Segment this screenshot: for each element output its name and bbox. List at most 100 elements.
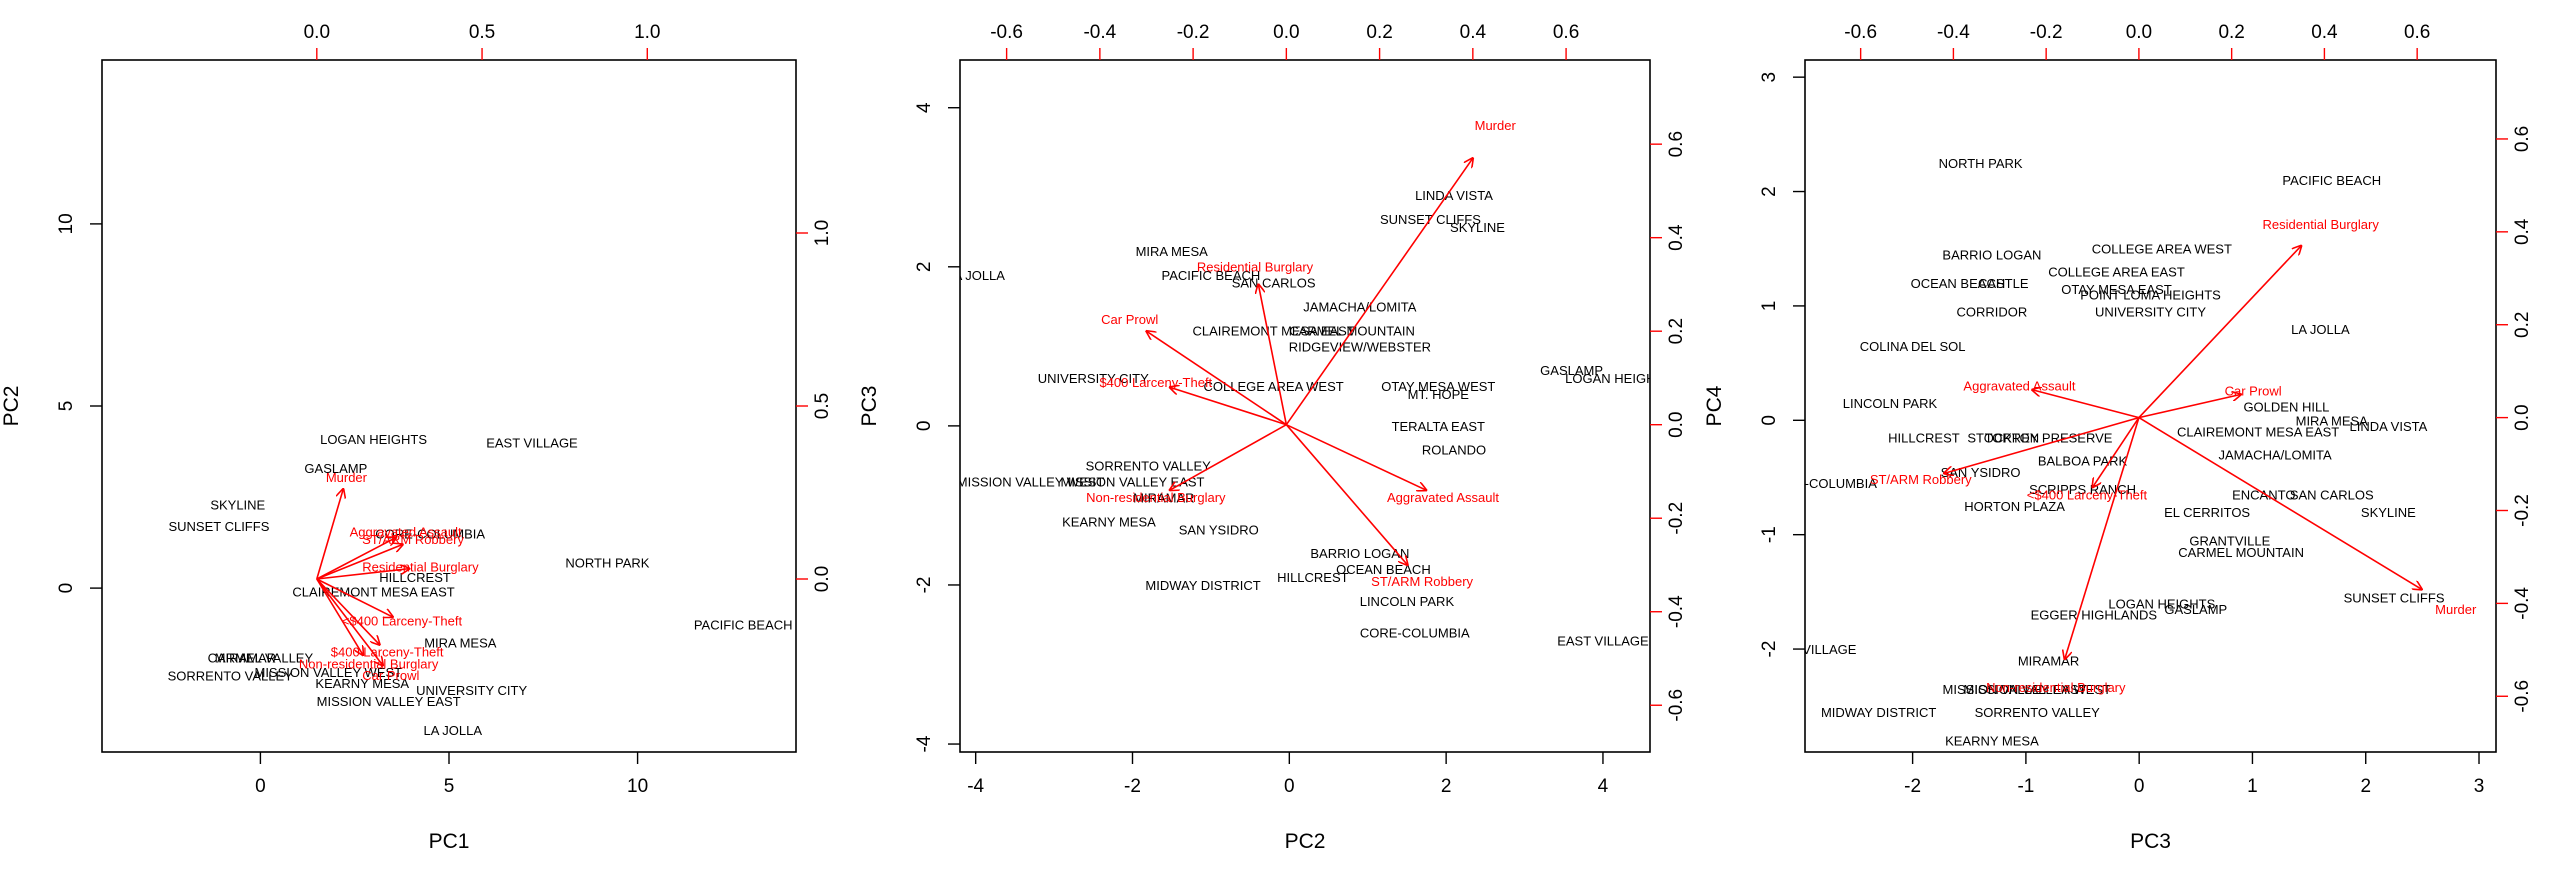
x-tick-label: 5 bbox=[444, 776, 455, 797]
point-label: JAMACHA/LOMITA bbox=[2219, 448, 2332, 463]
point-label: CORE-COLUMBIA bbox=[1360, 626, 1470, 641]
point-label: PACIFIC BEACH bbox=[1162, 268, 1261, 283]
loading-label: Car Prowl bbox=[1101, 312, 1158, 327]
point-label: LINCOLN PARK bbox=[1843, 396, 1938, 411]
loading-arrow bbox=[2032, 390, 2140, 419]
point-label: EAST VILLAGE bbox=[486, 435, 578, 450]
top-x-tick-label: 0.4 bbox=[1460, 22, 1487, 43]
top-x-tick-label: 0.0 bbox=[304, 22, 330, 43]
right-y-tick-label: 0.6 bbox=[1666, 131, 1687, 157]
point-label: RIDGEVIEW/WEBSTER bbox=[1289, 339, 1431, 354]
point-label: NORTH PARK bbox=[1939, 156, 2023, 171]
loading-arrow bbox=[316, 489, 343, 580]
point-label: MIRA MESA bbox=[2296, 413, 2369, 428]
loading-label: Murder bbox=[326, 470, 368, 485]
x-tick-label: 10 bbox=[627, 776, 648, 797]
loading-label: Murder bbox=[2435, 602, 2477, 617]
loading-arrow bbox=[1285, 158, 1472, 426]
top-x-tick-label: -0.2 bbox=[2030, 22, 2063, 43]
point-label: CORE-COLUMBIA bbox=[375, 526, 485, 541]
point-label: UNIVERSITY CITY bbox=[2095, 305, 2206, 320]
point-label: PACIFIC BEACH bbox=[694, 618, 793, 633]
point-label: MIDWAY DISTRICT bbox=[1821, 705, 1936, 720]
point-label: GASLAMP bbox=[2164, 602, 2227, 617]
point-label: MIRAMAR bbox=[1133, 490, 1194, 505]
x-tick-label: 1 bbox=[2247, 776, 2258, 797]
point-label: LA JOLLA bbox=[946, 268, 1005, 283]
x-axis-title: PC2 bbox=[1285, 830, 1326, 853]
loading-label: $400 Larceny-Theft bbox=[1099, 375, 1212, 390]
right-y-tick-label: -0.2 bbox=[2512, 494, 2533, 527]
right-y-tick-label: 0.4 bbox=[1666, 224, 1687, 251]
point-label: EAST VILLAGE bbox=[1765, 642, 1857, 657]
y-tick-label: 10 bbox=[56, 213, 77, 234]
right-y-tick-label: -0.6 bbox=[1666, 689, 1687, 722]
right-y-tick-label: -0.4 bbox=[1666, 595, 1687, 628]
point-label: POINT LOMA HEIGHTS bbox=[2080, 287, 2221, 302]
y-tick-label: 3 bbox=[1759, 72, 1780, 83]
top-x-tick-label: 1.0 bbox=[634, 22, 660, 43]
point-label: COLLEGE AREA WEST bbox=[1204, 379, 1344, 394]
loading-arrow bbox=[1258, 284, 1288, 425]
right-y-tick-label: 0.2 bbox=[1666, 318, 1687, 344]
y-tick-label: -2 bbox=[914, 577, 935, 594]
point-label: LINCOLN PARK bbox=[1360, 594, 1455, 609]
top-x-tick-label: -0.2 bbox=[1177, 22, 1210, 43]
y-tick-label: 0 bbox=[1759, 415, 1780, 426]
loading-label: ST/ARM Robbery bbox=[1870, 472, 1972, 487]
right-y-tick-label: 0.5 bbox=[812, 393, 833, 419]
point-label: MIRAMAR bbox=[215, 650, 276, 665]
point-label: CARMEL VALLEY bbox=[208, 650, 314, 665]
loading-label: Non-residential Burglary bbox=[1986, 680, 2126, 695]
point-label: LA JOLLA bbox=[423, 723, 482, 738]
point-label: MIRAMAR bbox=[2018, 653, 2079, 668]
loading-arrow bbox=[2138, 394, 2241, 419]
point-label: MISSION VALLEY WEST bbox=[1963, 682, 2111, 697]
point-label: HILLCREST bbox=[1888, 430, 1960, 445]
x-tick-label: 0 bbox=[2134, 776, 2145, 797]
point-label: NORTH PARK bbox=[565, 556, 649, 571]
y-tick-label: -2 bbox=[1759, 641, 1780, 658]
loading-label: Non-residential Burglary bbox=[299, 656, 439, 671]
point-label: TERALTA EAST bbox=[1392, 419, 1485, 434]
y-tick-label: -4 bbox=[914, 735, 935, 752]
right-y-tick-label: -0.4 bbox=[2512, 587, 2533, 620]
loading-label: Aggravated Assault bbox=[1387, 490, 1499, 505]
point-label: SORRENTO VALLEY bbox=[1975, 705, 2101, 720]
x-tick-label: -4 bbox=[967, 776, 984, 797]
loading-arrow bbox=[316, 578, 380, 645]
point-label: LOGAN HEIGHTS bbox=[320, 432, 427, 447]
loading-arrow bbox=[316, 569, 410, 580]
point-label: LA JOLLA bbox=[2291, 322, 2350, 337]
loading-label: Car Prowl bbox=[362, 668, 419, 683]
plot-frame bbox=[959, 59, 1651, 753]
top-x-tick-label: -0.4 bbox=[1083, 22, 1116, 43]
y-tick-label: 1 bbox=[1759, 301, 1780, 312]
y-tick-label: 0 bbox=[56, 583, 77, 594]
x-axis-title: PC1 bbox=[429, 830, 470, 853]
loading-label: Aggravated Assault bbox=[1963, 378, 2075, 393]
x-tick-label: -2 bbox=[1124, 776, 1141, 797]
y-axis-title: PC3 bbox=[858, 386, 881, 427]
x-tick-label: -2 bbox=[1904, 776, 1921, 797]
top-x-tick-label: 0.2 bbox=[1366, 22, 1392, 43]
point-label: MISSION VALLEY WEST bbox=[254, 665, 402, 680]
top-x-tick-label: 0.5 bbox=[469, 22, 495, 43]
point-label: JAMACHA/LOMITA bbox=[1303, 300, 1416, 315]
plot-frame bbox=[1804, 59, 2497, 753]
x-axis-title: PC3 bbox=[2130, 830, 2171, 853]
point-label: SCRIPPS RANCH bbox=[2029, 482, 2136, 497]
y-tick-label: -1 bbox=[1759, 526, 1780, 543]
x-tick-label: -1 bbox=[2017, 776, 2034, 797]
top-x-tick-label: 0.0 bbox=[2126, 22, 2152, 43]
point-label: BARRIO LOGAN bbox=[1310, 546, 1409, 561]
point-label: MT. HOPE bbox=[1408, 387, 1470, 402]
loading-arrow bbox=[2138, 246, 2301, 419]
loading-arrow bbox=[1285, 424, 1407, 565]
point-label: MISSION VALLEY WEST bbox=[957, 475, 1105, 490]
point-label: CLAIREMONT MESA EAST bbox=[1192, 323, 1354, 338]
loading-arrow bbox=[2093, 417, 2140, 488]
point-label: ENCANTO bbox=[2232, 488, 2295, 503]
top-x-tick-label: 0.2 bbox=[2218, 22, 2244, 43]
